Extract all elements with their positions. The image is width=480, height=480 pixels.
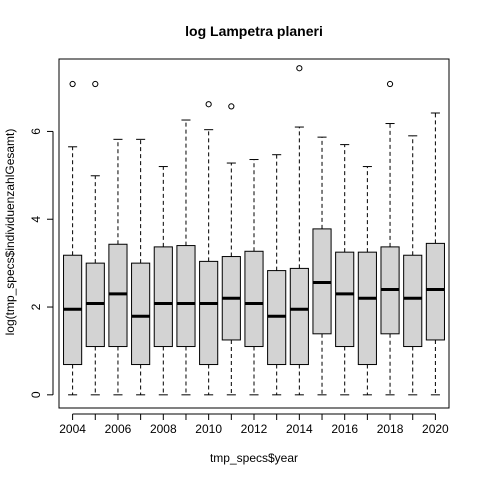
box-2014 <box>289 267 309 366</box>
outlier-point <box>296 65 303 72</box>
x-tick-label: 2020 <box>422 422 449 436</box>
box-2008 <box>153 246 173 348</box>
x-tick-label: 2018 <box>377 422 404 436</box>
box-2007 <box>131 262 151 366</box>
box-2009 <box>176 245 196 348</box>
x-tick-label: 2016 <box>331 422 358 436</box>
x-tick-label: 2014 <box>286 422 313 436</box>
outlier-point <box>386 80 394 88</box>
box-2006 <box>108 243 128 348</box>
outlier-point <box>69 80 76 88</box>
x-tick-label: 2010 <box>195 422 222 436</box>
outlier-point <box>205 101 212 108</box>
box-2019 <box>403 254 423 348</box>
y-tick-label: 0 <box>29 391 43 398</box>
box-2010 <box>199 260 219 366</box>
y-tick-label: 6 <box>29 128 43 135</box>
chart-title: log Lampetra planeri <box>185 23 323 39</box>
box-2020 <box>425 242 445 341</box>
y-axis-label: log(tmp_specs$individuenzahlGesamt) <box>3 129 17 336</box>
x-tick-label: 2004 <box>59 422 86 436</box>
y-tick-label: 4 <box>29 216 43 223</box>
plot-area: 0 2 4 6 2004 2006 2008 2010 2012 2014 2016 2018 2020 <box>29 58 450 436</box>
y-tick-label: 2 <box>29 303 43 310</box>
box-2017 <box>357 251 377 366</box>
x-tick-label: 2012 <box>241 422 268 436</box>
x-tick-label: 2008 <box>150 422 177 436</box>
outlier-point <box>228 103 235 110</box>
box-2016 <box>335 251 355 348</box>
box-2012 <box>244 250 264 348</box>
x-tick-label: 2006 <box>105 422 132 436</box>
x-axis-label: tmp_specs$year <box>210 451 298 465</box>
plot-frame <box>58 58 450 409</box>
outlier-point <box>92 80 99 88</box>
